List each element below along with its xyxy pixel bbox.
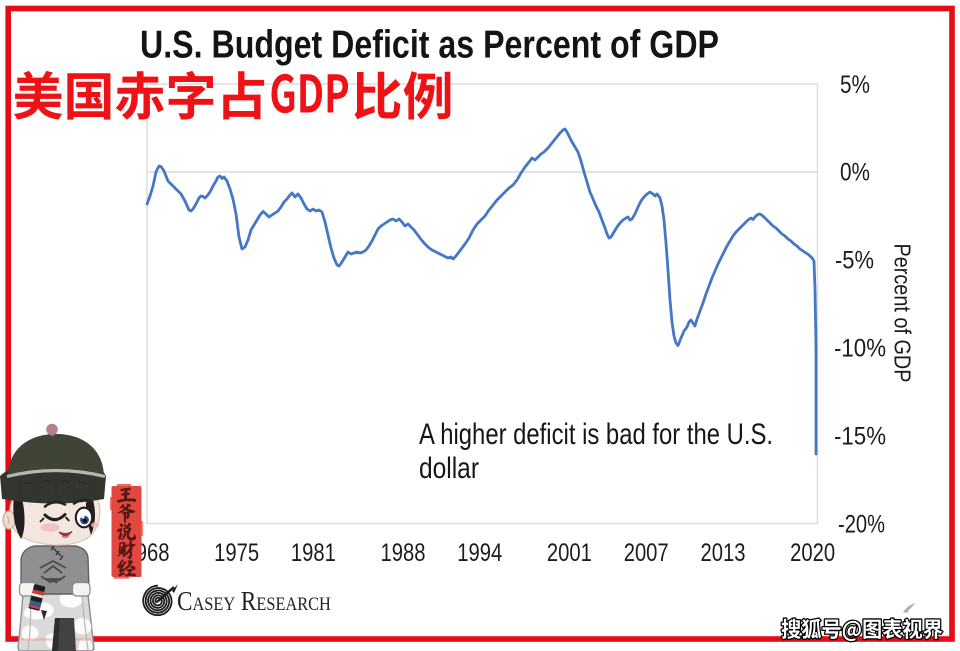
svg-text:0%: 0%: [840, 160, 870, 187]
svg-text:A higher deficit is bad for th: A higher deficit is bad for the U.S.: [419, 418, 773, 451]
svg-text:CASEY RESEARCH: CASEY RESEARCH: [177, 587, 331, 616]
svg-text:-20%: -20%: [838, 511, 885, 538]
svg-text:1988: 1988: [381, 540, 426, 567]
svg-text:dollar: dollar: [419, 452, 479, 485]
svg-text:2001: 2001: [547, 540, 592, 567]
svg-text:-5%: -5%: [835, 248, 874, 275]
svg-text:-15%: -15%: [834, 423, 886, 450]
svg-text:1994: 1994: [457, 540, 502, 567]
svg-text:5%: 5%: [840, 72, 870, 99]
svg-text:2007: 2007: [624, 540, 669, 567]
svg-text:U.S. Budget Deficit as Percent: U.S. Budget Deficit as Percent of GDP: [140, 24, 719, 67]
svg-text:Percent of GDP: Percent of GDP: [890, 244, 916, 383]
svg-text:1981: 1981: [291, 540, 336, 567]
svg-text:2020: 2020: [790, 540, 835, 567]
svg-text:-10%: -10%: [834, 336, 886, 363]
svg-text:2013: 2013: [701, 540, 746, 567]
svg-text:1975: 1975: [214, 540, 259, 567]
